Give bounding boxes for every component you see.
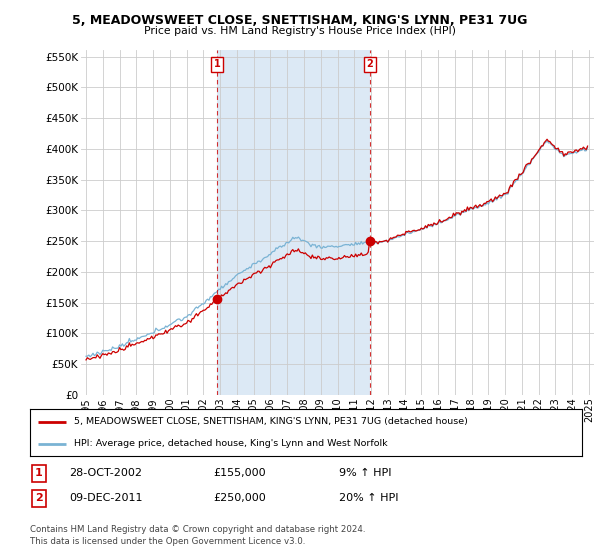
Text: 2: 2 [35,493,43,503]
Text: £250,000: £250,000 [213,493,266,503]
Text: HPI: Average price, detached house, King's Lynn and West Norfolk: HPI: Average price, detached house, King… [74,439,388,448]
Text: 28-OCT-2002: 28-OCT-2002 [69,468,142,478]
Text: Contains HM Land Registry data © Crown copyright and database right 2024.
This d: Contains HM Land Registry data © Crown c… [30,525,365,546]
Text: 1: 1 [35,468,43,478]
Text: £155,000: £155,000 [213,468,266,478]
Text: 09-DEC-2011: 09-DEC-2011 [69,493,143,503]
Text: 5, MEADOWSWEET CLOSE, SNETTISHAM, KING'S LYNN, PE31 7UG (detached house): 5, MEADOWSWEET CLOSE, SNETTISHAM, KING'S… [74,417,468,426]
Text: 5, MEADOWSWEET CLOSE, SNETTISHAM, KING'S LYNN, PE31 7UG: 5, MEADOWSWEET CLOSE, SNETTISHAM, KING'S… [73,14,527,27]
Text: 9% ↑ HPI: 9% ↑ HPI [339,468,391,478]
Text: 20% ↑ HPI: 20% ↑ HPI [339,493,398,503]
Text: 1: 1 [214,59,221,69]
Bar [217,50,370,395]
Text: 2: 2 [367,59,373,69]
Text: Price paid vs. HM Land Registry's House Price Index (HPI): Price paid vs. HM Land Registry's House … [144,26,456,36]
